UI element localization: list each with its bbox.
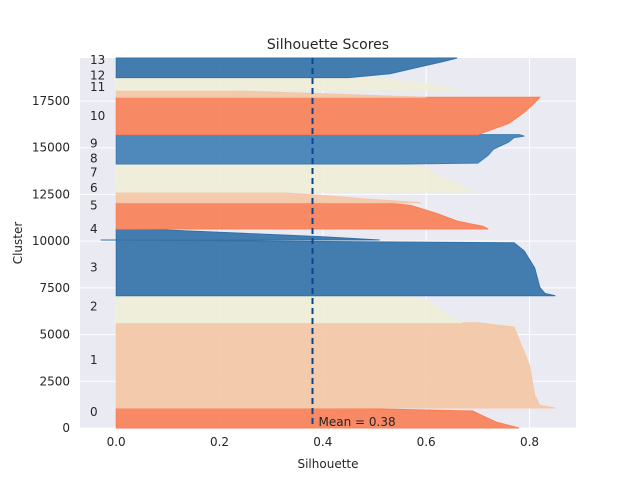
cluster-label: 10 bbox=[90, 109, 105, 123]
cluster-label: 8 bbox=[90, 151, 98, 165]
y-tick-label: 5000 bbox=[39, 328, 70, 342]
cluster-8-shape bbox=[115, 134, 525, 165]
x-axis-label: Silhouette bbox=[297, 457, 358, 471]
x-tick-label: 0.2 bbox=[210, 435, 229, 449]
y-tick-label: 7500 bbox=[39, 281, 70, 295]
y-tick-label: 12500 bbox=[32, 187, 70, 201]
y-tick-label: 17500 bbox=[32, 94, 70, 108]
cluster-11-shape bbox=[115, 89, 427, 98]
cluster-label: 12 bbox=[90, 68, 105, 82]
y-tick-label: 15000 bbox=[32, 141, 70, 155]
cluster-2-shape bbox=[115, 295, 463, 324]
cluster-12-shape bbox=[115, 77, 463, 91]
y-tick-label: 2500 bbox=[39, 374, 70, 388]
cluster-13-shape bbox=[115, 57, 458, 79]
cluster-label: 0 bbox=[90, 405, 98, 419]
cluster-label: 3 bbox=[90, 260, 98, 274]
x-tick-labels: 0.0 0.2 0.4 0.6 0.8 bbox=[107, 435, 539, 449]
x-tick-label: 0.6 bbox=[417, 435, 436, 449]
y-tick-label: 10000 bbox=[32, 234, 70, 248]
chart-title: Silhouette Scores bbox=[267, 37, 389, 53]
y-axis-label: Cluster bbox=[11, 222, 25, 265]
cluster-label: 5 bbox=[90, 199, 98, 213]
cluster-label: 11 bbox=[90, 80, 105, 94]
cluster-7-shape bbox=[115, 163, 473, 193]
cluster-shapes bbox=[100, 57, 556, 429]
y-tick-labels: 0 2500 5000 7500 10000 12500 15000 17500 bbox=[32, 94, 70, 435]
cluster-label: 4 bbox=[90, 222, 98, 236]
cluster-3-shape bbox=[100, 239, 556, 297]
x-tick-label: 0.8 bbox=[520, 435, 539, 449]
cluster-label: 6 bbox=[90, 181, 98, 195]
x-tick-label: 0.4 bbox=[313, 435, 332, 449]
cluster-10-shape bbox=[115, 96, 541, 136]
mean-label: Mean = 0.38 bbox=[319, 415, 396, 429]
cluster-label: 9 bbox=[90, 136, 98, 150]
cluster-label: 13 bbox=[90, 53, 105, 67]
x-tick-label: 0.0 bbox=[107, 435, 126, 449]
y-tick-label: 0 bbox=[62, 421, 70, 435]
cluster-label: 2 bbox=[90, 300, 98, 314]
cluster-1-shape bbox=[115, 322, 556, 409]
cluster-label: 1 bbox=[90, 353, 98, 367]
cluster-label: 7 bbox=[90, 166, 98, 180]
